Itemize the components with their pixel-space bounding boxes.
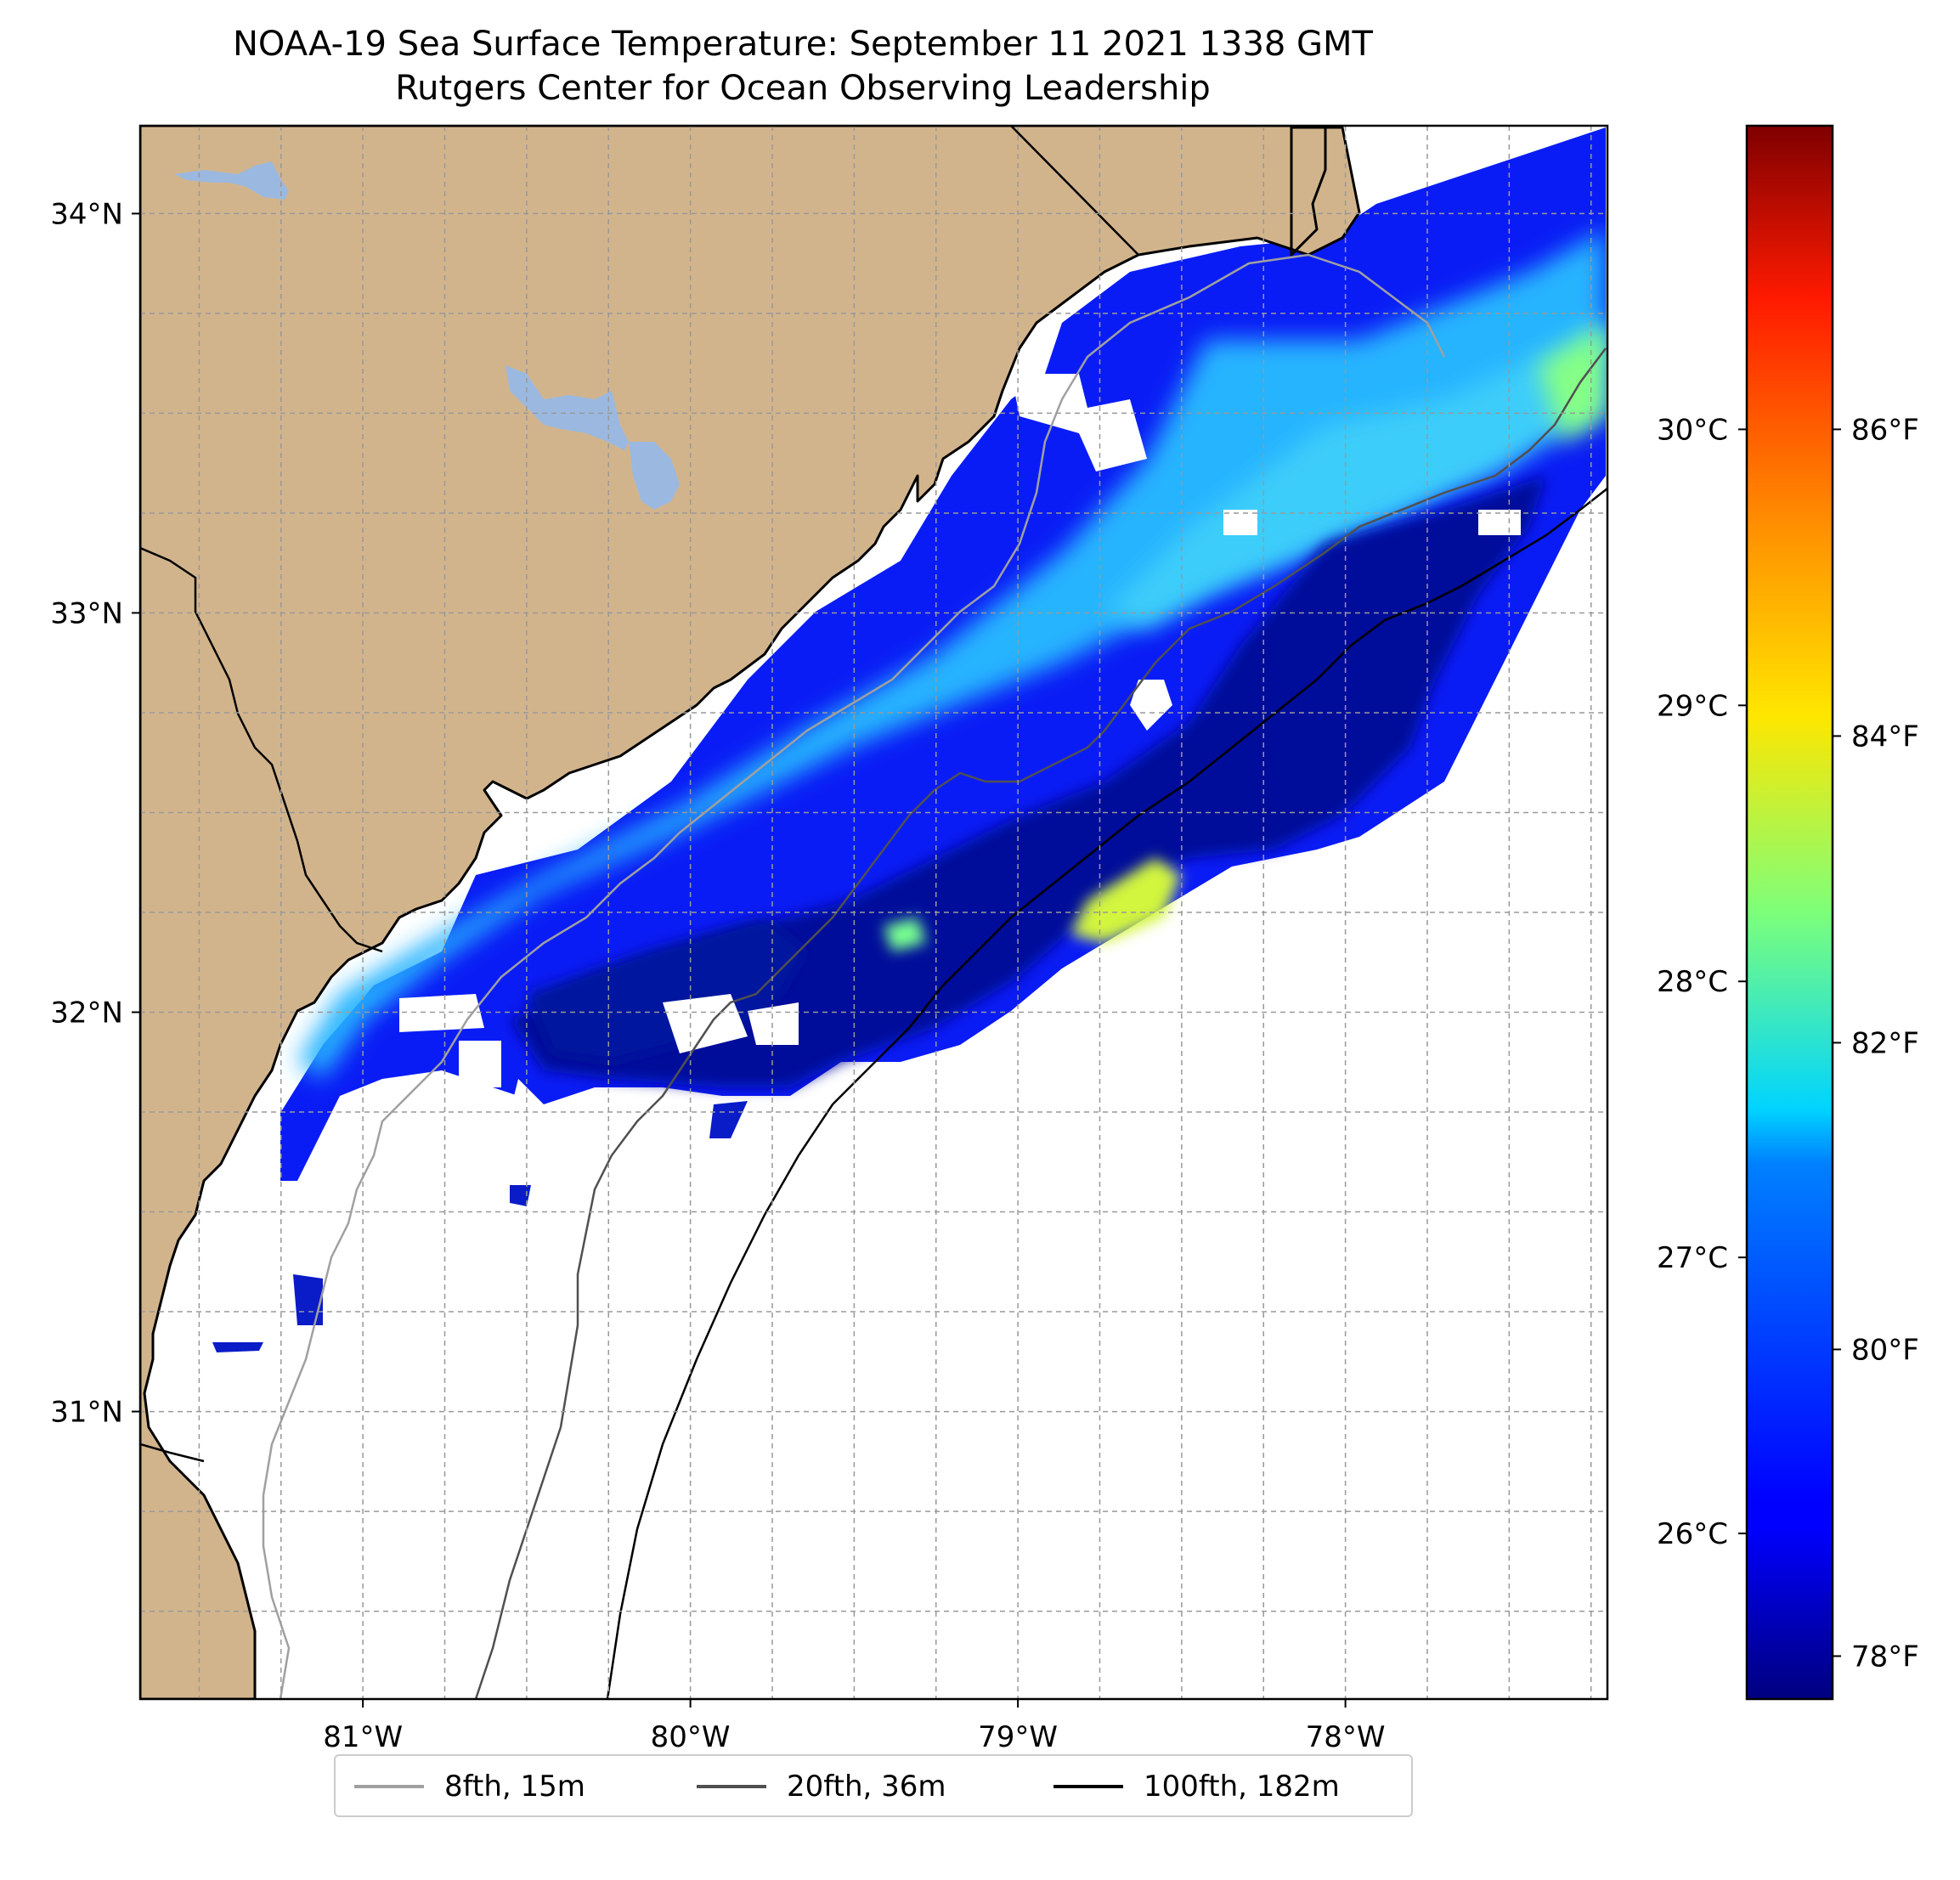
longitude-tick-label: 80°W	[651, 1720, 731, 1754]
longitude-tick-label: 79°W	[978, 1720, 1058, 1754]
colorbar-fahrenheit-label: 82°F	[1851, 1026, 1919, 1060]
longitude-tick-labels: 81°W 80°W 79°W 78°W	[323, 1699, 1386, 1754]
legend-item-100fth: 100fth, 182m	[1053, 1770, 1340, 1804]
map-frame	[138, 124, 1609, 1701]
colorbar-celsius-label: 26°C	[1657, 1517, 1728, 1551]
isobath-8fth-line	[262, 253, 1446, 1699]
colorbar-celsius-label: 30°C	[1657, 413, 1728, 447]
latitude-tick-label: 32°N	[50, 996, 123, 1030]
map-subtitle: Rutgers Center for Ocean Observing Leade…	[395, 69, 1211, 108]
sst-swath	[212, 127, 1606, 1352]
isobath-100fth-line	[606, 488, 1607, 1699]
sst-warm-patch-yellow	[1070, 858, 1181, 943]
colorbar-celsius-label: 29°C	[1657, 689, 1728, 723]
legend-label-100fth: 100fth, 182m	[1144, 1770, 1340, 1804]
sst-band-lightblue	[1104, 323, 1606, 629]
state-border	[140, 546, 383, 953]
legend-line-100fth	[1053, 1785, 1123, 1788]
legend-item-20fth: 20fth, 36m	[697, 1770, 946, 1804]
isobath-20fth-line	[474, 347, 1607, 1699]
colorbar	[1745, 124, 1834, 1701]
legend-label-20fth: 20fth, 36m	[787, 1770, 946, 1804]
legend-item-8fth: 8fth, 15m	[354, 1770, 585, 1804]
lake	[174, 161, 680, 510]
latitude-tick-label: 31°N	[50, 1396, 123, 1430]
isobath-legend: 8fth, 15m 20fth, 36m 100fth, 182m	[334, 1754, 1413, 1817]
colorbar-celsius-label: 27°C	[1657, 1241, 1728, 1275]
colorbar-fahrenheit-label: 78°F	[1851, 1640, 1919, 1674]
colorbar-fahrenheit-label: 80°F	[1851, 1333, 1919, 1367]
gridlines	[140, 126, 1607, 1699]
legend-label-8fth: 8fth, 15m	[444, 1770, 585, 1804]
state-border	[140, 1442, 205, 1463]
longitude-tick-label: 78°W	[1306, 1720, 1386, 1754]
colorbar-fahrenheit-label: 84°F	[1851, 720, 1919, 754]
map-title: NOAA-19 Sea Surface Temperature: Septemb…	[233, 25, 1373, 64]
latitude-tick-label: 33°N	[50, 596, 123, 630]
colorbar-fahrenheit-label: 86°F	[1851, 413, 1919, 447]
colorbar-celsius-ticks: 26°C 27°C 28°C 29°C 30°C	[1657, 413, 1747, 1551]
colorbar-fahrenheit-ticks: 78°F 80°F 82°F 84°F 86°F	[1833, 413, 1919, 1674]
legend-line-20fth	[697, 1785, 766, 1788]
sst-warm-patch-green-2	[884, 917, 926, 951]
sst-warm-patch-green	[1538, 323, 1606, 442]
state-border	[1010, 126, 1139, 256]
legend-line-8fth	[354, 1785, 424, 1788]
map-area	[140, 126, 1607, 1699]
longitude-tick-label: 81°W	[323, 1720, 403, 1754]
latitude-tick-label: 34°N	[50, 197, 123, 231]
latitude-tick-labels: 34°N 33°N 32°N 31°N	[50, 197, 140, 1430]
sst-nearshore-cyan	[297, 229, 1606, 1079]
colorbar-celsius-label: 28°C	[1657, 965, 1728, 999]
